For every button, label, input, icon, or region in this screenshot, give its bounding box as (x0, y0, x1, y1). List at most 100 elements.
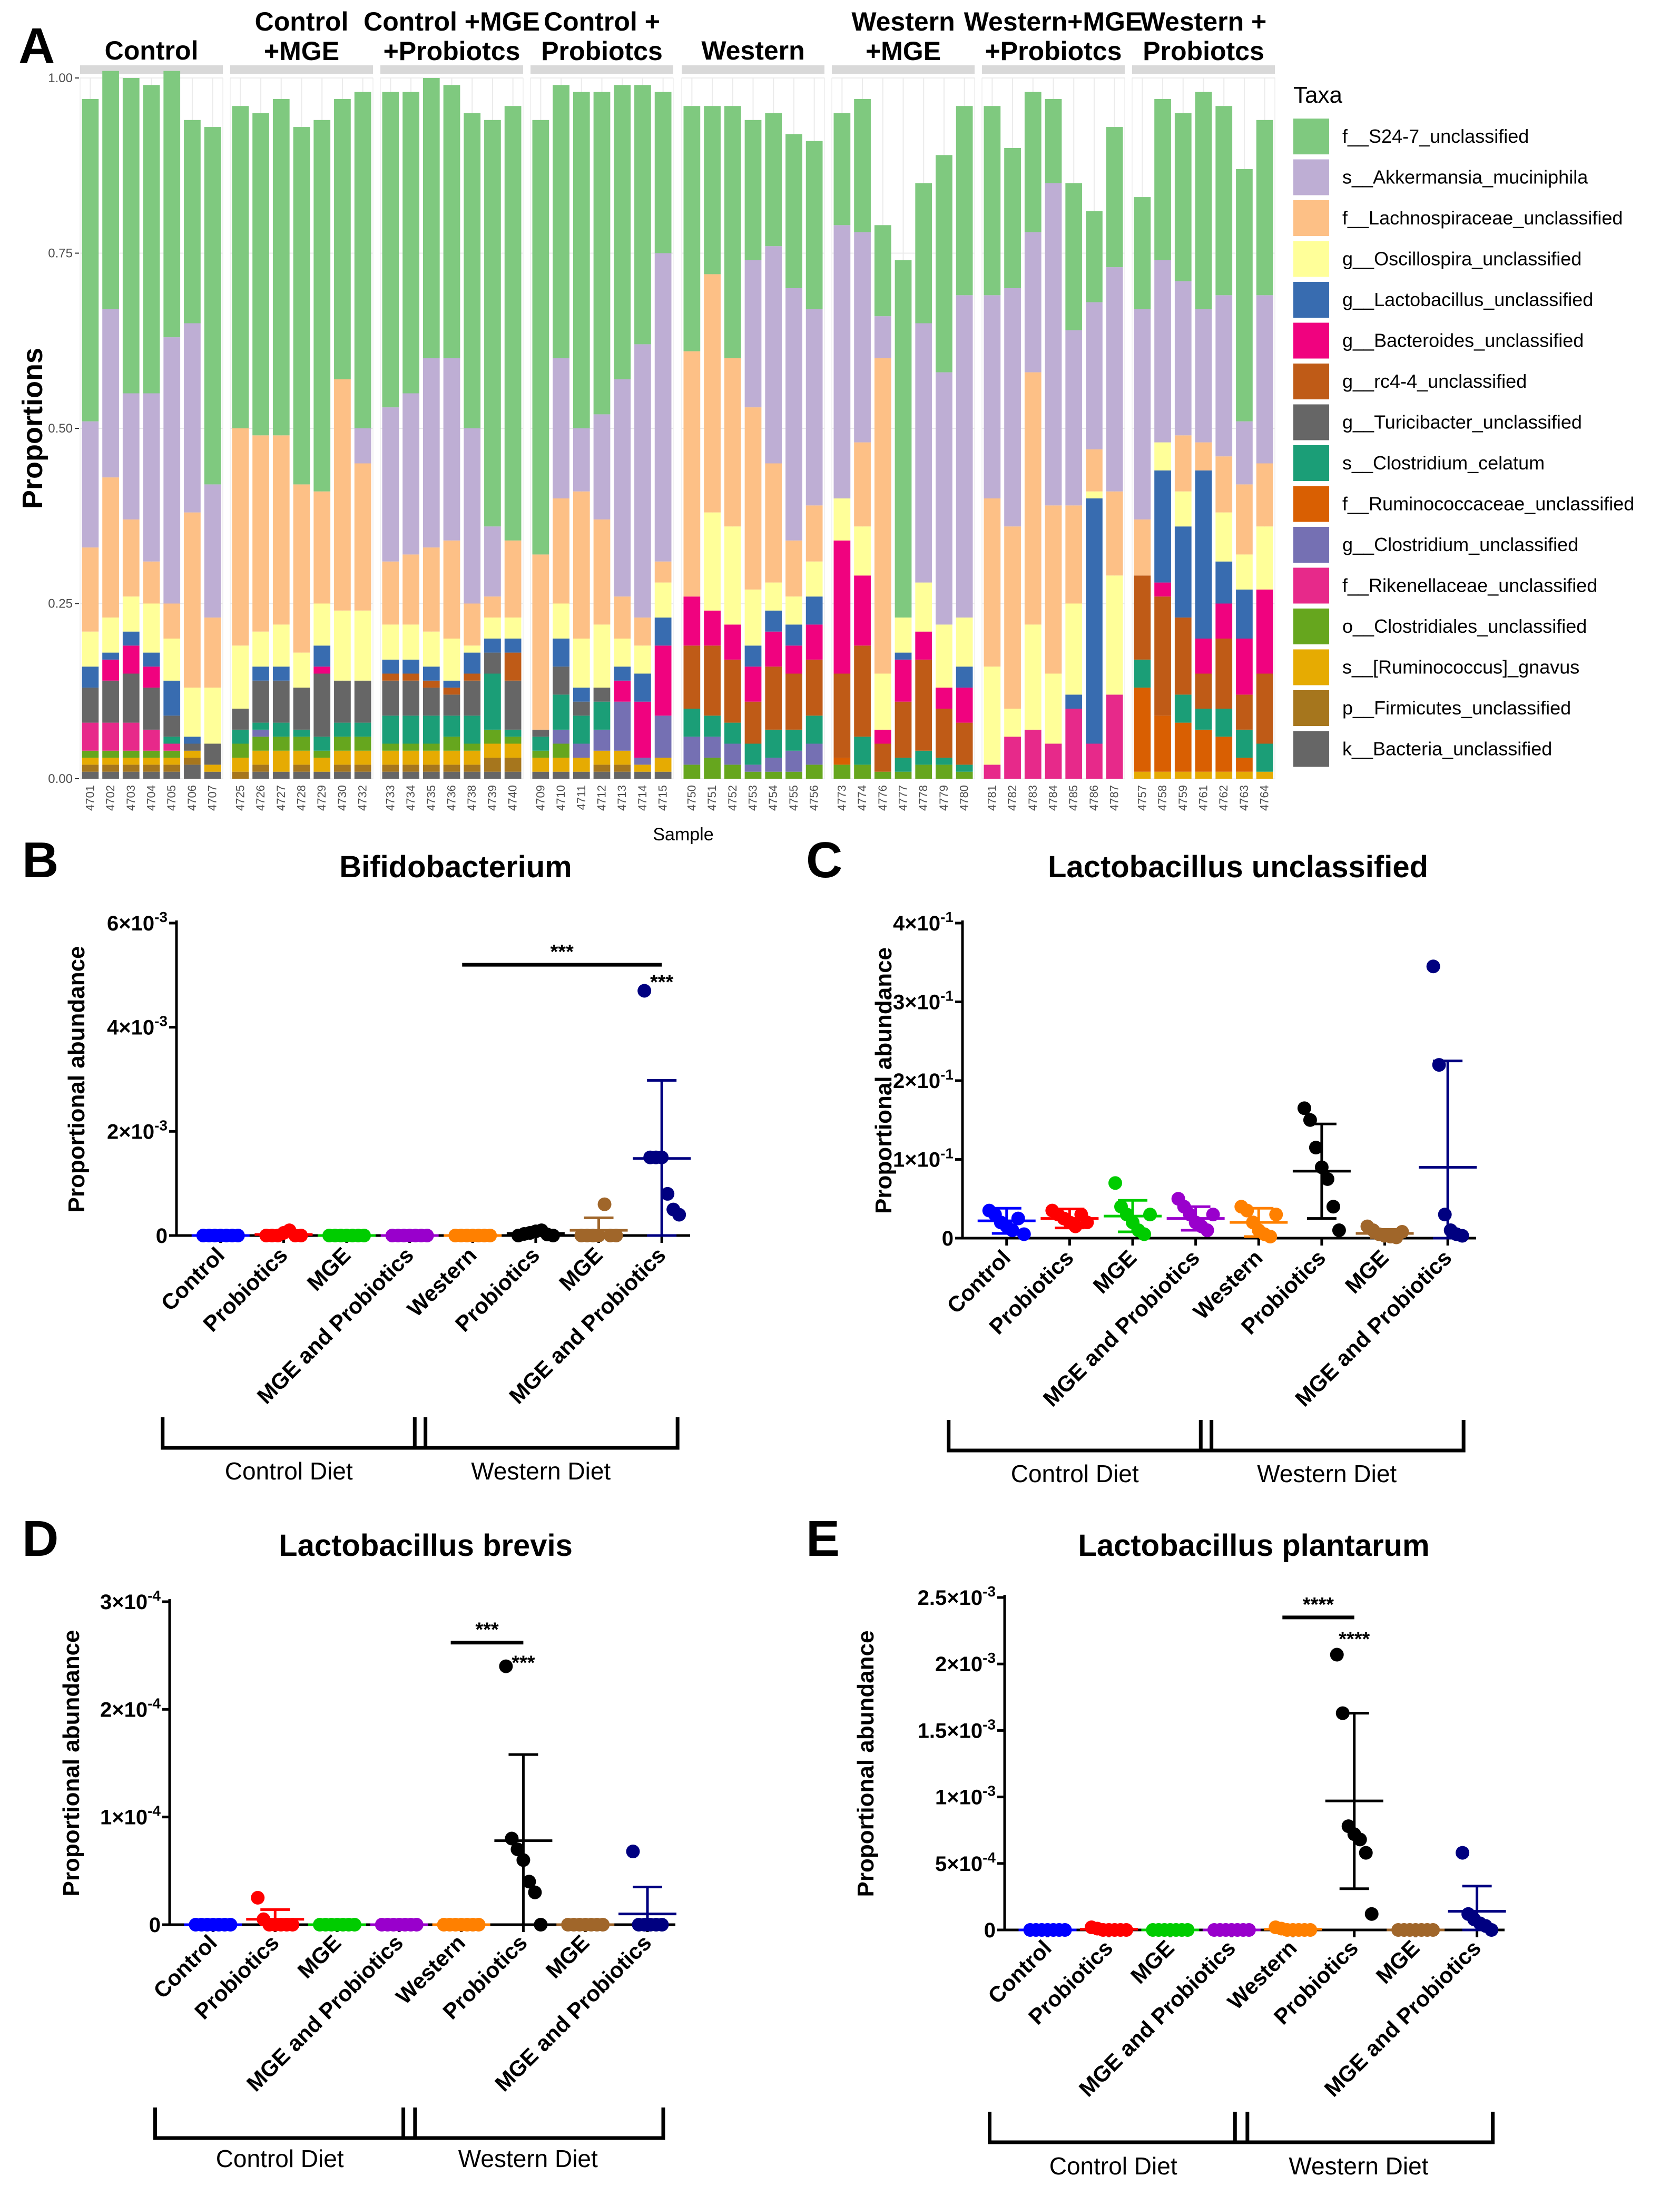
panel-a-sample-label: 4778 (917, 785, 930, 811)
panel-a-bar-segment (402, 680, 419, 716)
panel-a-sample-label: 4736 (445, 785, 458, 811)
panel-a-bar-segment (1045, 743, 1062, 779)
panel-a-bar-segment (833, 540, 851, 674)
panel-d-data-point (534, 1918, 548, 1932)
panel-a-bar-segment (805, 659, 823, 716)
panel-b-diet-bracket (161, 1417, 428, 1450)
panel-a-bar-segment (272, 99, 290, 436)
panel-a-bar-segment (1134, 659, 1151, 688)
panel-a-bar-segment (272, 771, 290, 779)
panel-a-bar-segment (354, 610, 371, 681)
panel-a-bar-segment (984, 106, 1001, 296)
panel-a-bar-segment (1134, 575, 1151, 660)
panel-a-bar-segment (354, 722, 371, 737)
panel-c-y-tick-label: 2×10-1 (893, 1066, 954, 1093)
panel-a-bar-segment (1024, 729, 1042, 779)
panel-a-bar-segment (1004, 526, 1021, 709)
panel-a-bar-segment (1004, 709, 1021, 737)
panel-a-bar-segment (82, 771, 99, 779)
panel-c-letter: C (806, 832, 842, 888)
panel-a-bar-segment (1195, 309, 1212, 443)
panel-a-bar-segment (1024, 372, 1042, 625)
panel-a-bar-segment (704, 737, 721, 758)
panel-a-bar-segment (354, 463, 371, 611)
panel-a-bar-segment (313, 120, 331, 492)
panel-b-group (444, 1229, 502, 1242)
panel-a-bar-segment (293, 484, 310, 653)
panel-c-group (977, 1203, 1036, 1241)
panel-a-bar-segment (382, 673, 399, 681)
panel-a-bar-segment (163, 715, 181, 737)
panel-e-group (1448, 1846, 1506, 1937)
panel-a-legend-label: f__Lachnospiraceae_unclassified (1342, 207, 1623, 229)
panel-a-bar-segment (704, 274, 721, 513)
panel-a-bar-segment (102, 680, 119, 723)
panel-a-sample-label: 4709 (534, 785, 547, 811)
panel-a-bar-segment (423, 666, 440, 681)
panel-a-bar-segment (785, 673, 802, 730)
panel-a-bar-segment (252, 737, 269, 751)
panel-a-bar-segment (102, 758, 119, 765)
panel-a-bar-segment (1195, 639, 1212, 674)
panel-a-bar-segment (504, 737, 522, 744)
panel-a-bar-segment (1134, 688, 1151, 772)
panel-a-bar-segment (915, 764, 932, 779)
panel-a-bar-segment (313, 645, 331, 667)
panel-a-bar-segment (122, 596, 140, 632)
panel-c-y-tick-label: 0 (942, 1227, 954, 1250)
panel-e-y-tick-label: 1×10-3 (935, 1783, 996, 1809)
panel-a-bar-segment (553, 743, 569, 758)
panel-a-y-tick-label: 0.75 (48, 247, 73, 261)
panel-c-data-point (1309, 1141, 1323, 1155)
panel-a-bar-segment (1215, 561, 1233, 604)
panel-a-bar-segment (334, 737, 351, 751)
panel-a-bar-segment (232, 771, 249, 779)
panel-a-sample-label: 4759 (1176, 785, 1190, 811)
panel-a-bar-segment (1086, 743, 1103, 779)
panel-a-sample-label: 4725 (233, 785, 247, 811)
panel-a-bar-segment (464, 771, 481, 779)
panel-a-bar-segment (936, 155, 952, 372)
panel-a-bar-segment (1134, 519, 1151, 576)
panel-a-legend-label: g__Clostridium_unclassified (1342, 534, 1578, 555)
panel-a-bar-segment (354, 680, 371, 723)
panel-a-bar-segment (634, 344, 651, 618)
panel-a-bar-segment (293, 737, 310, 751)
panel-a-bar-segment (402, 750, 419, 765)
panel-a-bar-segment (122, 722, 140, 751)
panel-a-sample-label: 4706 (185, 785, 199, 811)
panel-a-sample-label: 4777 (897, 785, 910, 811)
panel-a-bar-segment (464, 715, 481, 744)
panel-a-bar-segment (593, 771, 611, 779)
panel-b-significance-label: *** (650, 972, 674, 994)
panel-e-y-tick-label: 0 (984, 1919, 996, 1942)
panel-a-bar-segment (382, 407, 399, 562)
panel-a-bar-segment (833, 758, 851, 765)
panel-a-bar-segment (382, 624, 399, 660)
panel-a-bar-segment (252, 764, 269, 772)
panel-e-data-point (1364, 1907, 1379, 1921)
panel-a-bar-segment (443, 680, 460, 688)
panel-b-diet-bracket (412, 1417, 680, 1450)
panel-a-bar-segment (724, 526, 741, 625)
panel-a-bar-segment (744, 743, 762, 765)
panel-a-sample-label: 4781 (985, 785, 998, 811)
panel-d-group (246, 1890, 304, 1932)
panel-a-bar-segment (744, 764, 762, 772)
panel-a-bar-segment (293, 729, 310, 737)
panel-a-facet-label: Probiotcs (1143, 36, 1264, 66)
panel-a-sample-label: 4782 (1006, 785, 1019, 811)
panel-a-bar-segment (423, 631, 440, 667)
panel-a-sample-label: 4762 (1217, 785, 1230, 811)
panel-a-bar-segment (1195, 92, 1212, 309)
panel-a-bar-segment (956, 666, 973, 688)
panel-a-bar-segment (272, 750, 290, 772)
panel-a-bar-segment (1065, 183, 1083, 330)
panel-e-significance-label: **** (1339, 1629, 1370, 1651)
panel-a-bar-segment (163, 771, 181, 779)
panel-c-data-point (1326, 1200, 1340, 1214)
panel-a-y-tick-label: 0.00 (48, 772, 73, 786)
panel-a-sample-label: 4715 (656, 785, 670, 811)
panel-a-bar-segment (484, 771, 501, 779)
panel-a-bar-segment (484, 652, 501, 674)
